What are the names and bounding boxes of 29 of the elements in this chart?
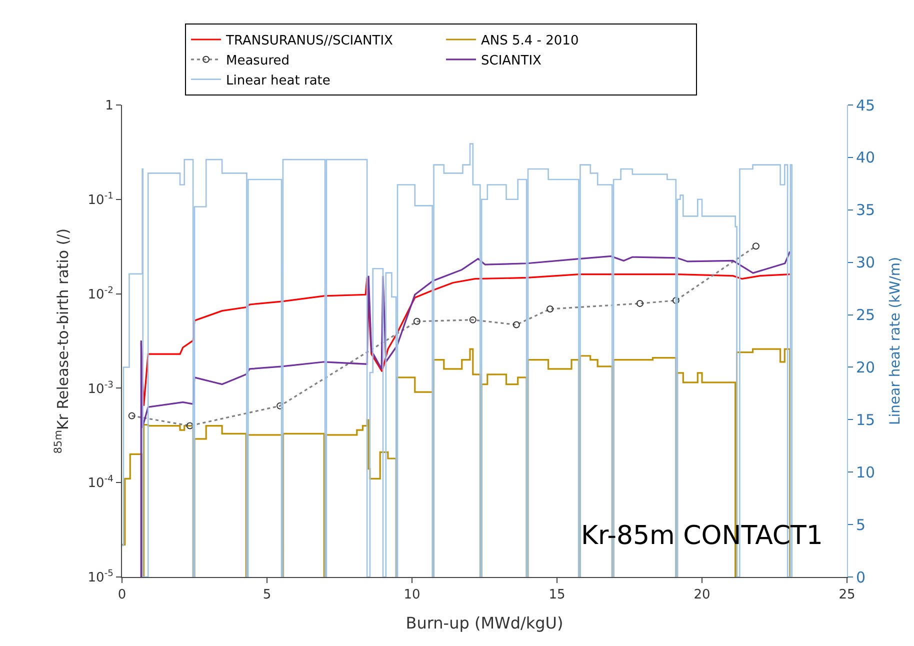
y-tick-label: 1 — [105, 98, 114, 114]
legend-label: SCIANTIX — [481, 53, 542, 68]
y2-tick-label: 10 — [856, 463, 876, 482]
legend-label: Measured — [226, 53, 290, 68]
x-tick-label: 5 — [262, 588, 272, 603]
x-tick-label: 0 — [118, 588, 126, 603]
y-tick-label: 10$^{-5}$ — [88, 569, 114, 586]
y-tick-label: 10$^{-1}$ — [88, 191, 114, 208]
x-axis-title: Burn-up (MWd/kgU) — [406, 613, 564, 632]
y2-tick-label: 15 — [856, 410, 876, 429]
legend-label: ANS 5.4 - 2010 — [481, 34, 579, 49]
y2-tick-label: 30 — [856, 254, 876, 272]
y2-axis-title: Linear heat rate (kW/m) — [887, 256, 904, 426]
y2-tick-label: 0 — [856, 568, 866, 586]
y-tick-label: 10$^{-4}$ — [88, 474, 114, 492]
legend-label: Linear heat rate — [226, 73, 330, 88]
y2-tick-label: 35 — [856, 201, 876, 220]
legend-label: TRANSURANUS//SCIANTIX — [225, 34, 394, 49]
x-tick-label: 15 — [548, 588, 566, 603]
y2-tick-label: 5 — [856, 516, 866, 534]
y-tick-label: 10$^{-3}$ — [88, 380, 114, 397]
y2-tick-label: 25 — [856, 306, 876, 324]
x-tick-label: 10 — [404, 588, 420, 603]
y2-tick-label: 20 — [856, 358, 876, 376]
y-tick-label: 10$^{-2}$ — [88, 286, 114, 302]
y2-tick-label: 40 — [856, 148, 876, 167]
x-tick-label: 20 — [694, 588, 710, 603]
y2-tick-label: 45 — [856, 96, 876, 114]
x-tick-label: 25 — [838, 588, 856, 603]
